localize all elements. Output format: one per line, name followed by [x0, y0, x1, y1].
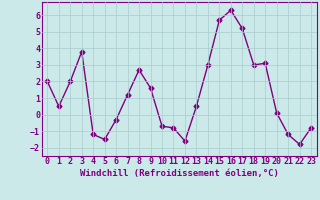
X-axis label: Windchill (Refroidissement éolien,°C): Windchill (Refroidissement éolien,°C) — [80, 169, 279, 178]
